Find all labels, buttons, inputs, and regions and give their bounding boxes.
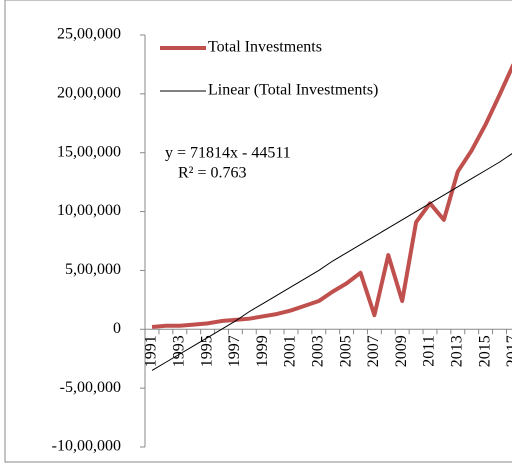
trend-equation: y = 71814x - 44511	[165, 145, 291, 162]
y-tick-label: 5,00,000	[65, 261, 121, 278]
x-tick-label: 1993	[170, 335, 187, 367]
x-tick-label: 2017	[504, 335, 512, 367]
y-tick-label: -5,00,000	[60, 379, 121, 396]
y-tick-label: 15,00,000	[57, 143, 121, 160]
series-line	[151, 63, 512, 329]
y-tick-label: -10,00,000	[52, 438, 121, 455]
x-tick-label: 1991	[143, 335, 160, 367]
x-tick-label: 1997	[226, 335, 243, 367]
x-tick-label: 2007	[365, 335, 382, 367]
x-tick-label: 2013	[448, 335, 465, 367]
x-tick-label: 2011	[421, 335, 438, 366]
y-tick-label: 25,00,000	[57, 26, 121, 43]
legend-label: Total Investments	[208, 39, 322, 56]
series-line	[151, 153, 512, 371]
y-tick-label: 20,00,000	[57, 85, 121, 102]
x-tick-label: 2003	[309, 335, 326, 367]
trend-r-squared: R² = 0.763	[178, 165, 247, 182]
chart-border	[4, 0, 512, 463]
x-tick-label: 1995	[198, 335, 215, 367]
x-tick-label: 2001	[282, 335, 299, 367]
x-tick-label: 2009	[393, 335, 410, 367]
y-tick-label: 0	[113, 320, 121, 337]
legend-label: Linear (Total Investments)	[208, 82, 378, 99]
x-tick-label: 2005	[337, 335, 354, 367]
y-tick-label: 10,00,000	[57, 202, 121, 219]
x-tick-label: 1999	[254, 335, 271, 367]
x-tick-label: 2015	[476, 335, 493, 367]
